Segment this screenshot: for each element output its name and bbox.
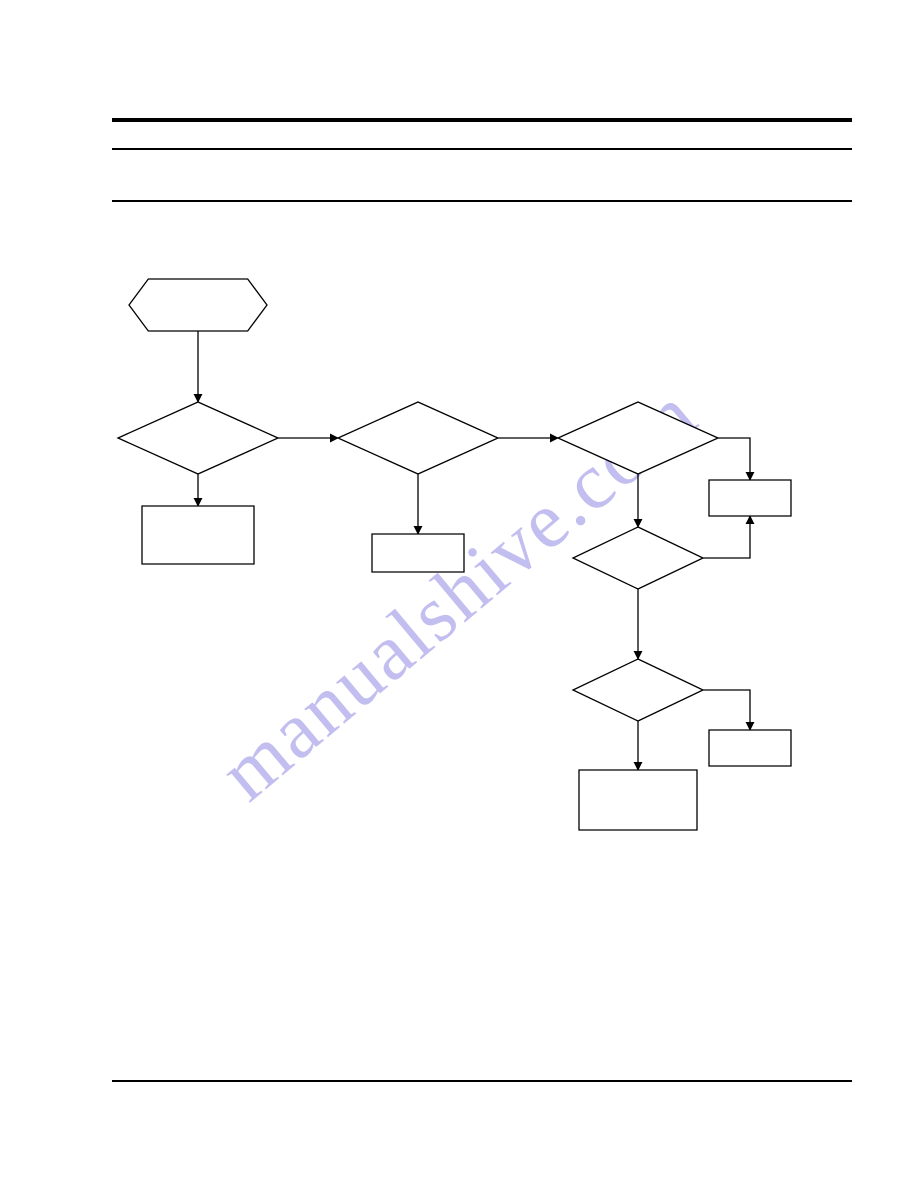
node-d3 — [558, 402, 718, 474]
node-p5 — [709, 730, 791, 766]
node-d1 — [118, 402, 278, 474]
node-p6 — [579, 770, 697, 830]
edge-d3-p3 — [718, 438, 750, 480]
node-start — [129, 279, 267, 331]
flowchart-svg — [0, 0, 918, 1188]
node-d5 — [573, 659, 703, 721]
node-p2 — [372, 534, 464, 572]
node-d2 — [338, 402, 498, 474]
node-p3 — [709, 480, 791, 516]
node-p1 — [142, 506, 254, 564]
edge-d4-p3 — [703, 516, 750, 558]
edge-d5-p5 — [703, 690, 750, 730]
node-d4 — [573, 527, 703, 589]
